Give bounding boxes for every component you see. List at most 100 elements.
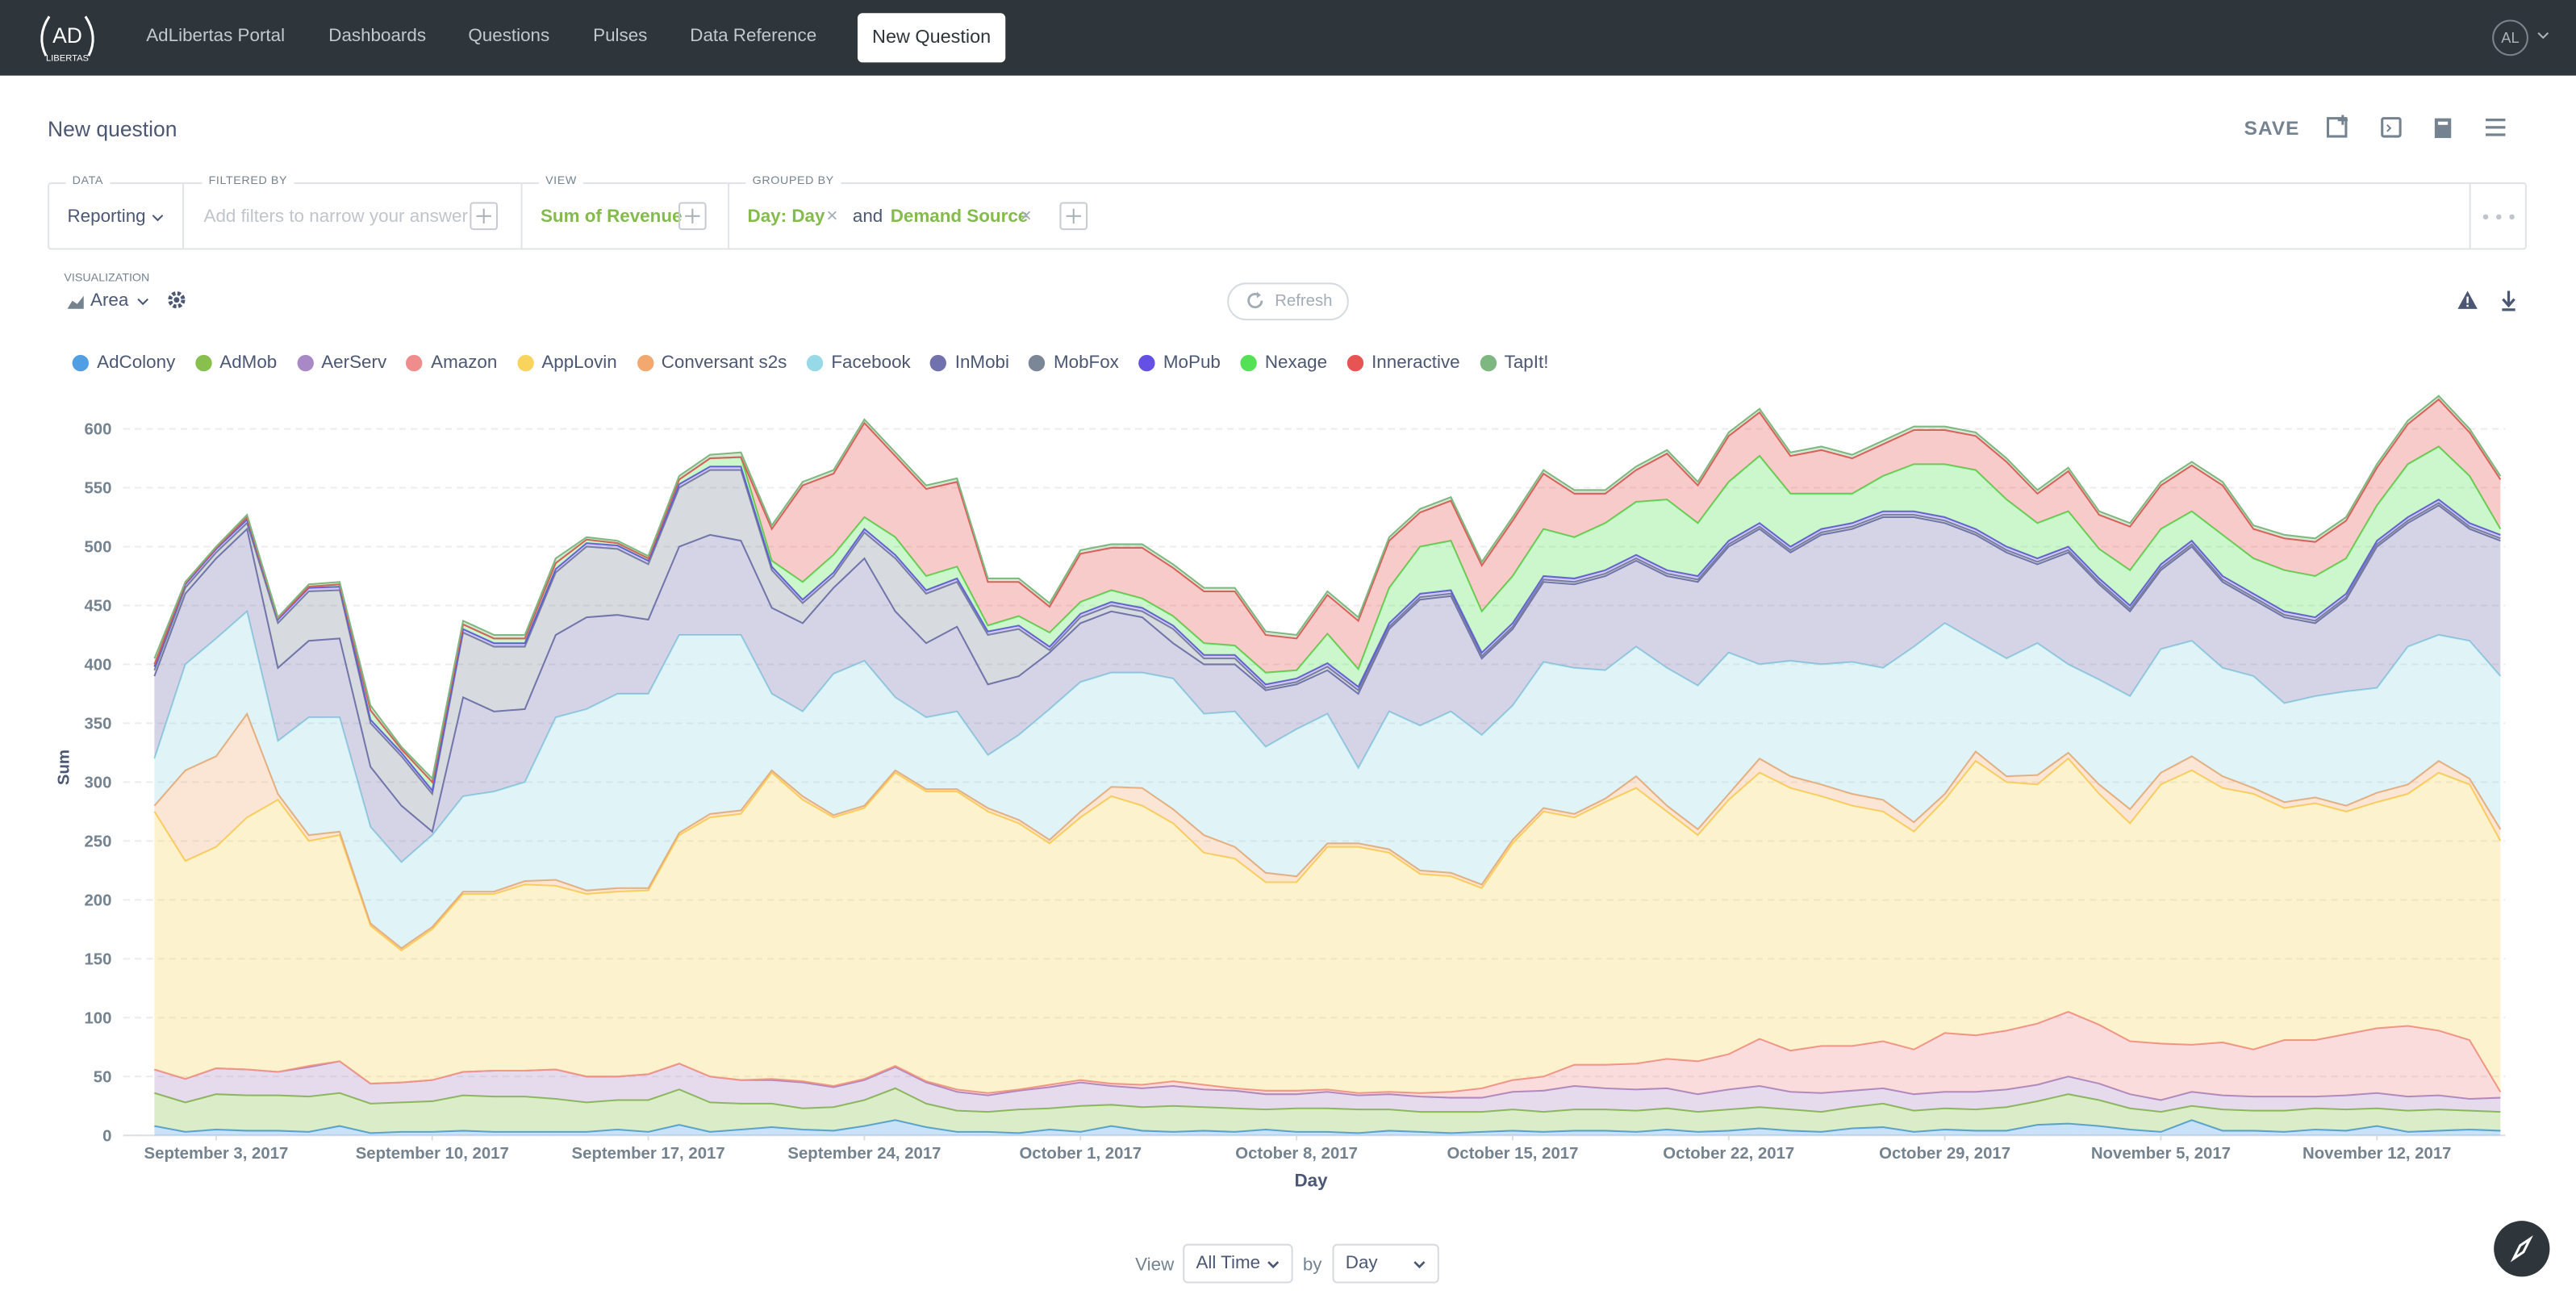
legend-item: Conversant s2s (637, 353, 787, 373)
header-icons (2326, 115, 2506, 139)
data-source[interactable]: Reporting (67, 207, 146, 228)
y-tick-label: 250 (84, 833, 111, 851)
x-tick-label: November 12, 2017 (2303, 1145, 2451, 1163)
y-tick-label: 600 (84, 421, 111, 439)
legend-label: AerServ (321, 353, 387, 374)
settings-icon[interactable] (166, 289, 187, 310)
area (154, 1088, 2501, 1134)
legend-swatch (406, 354, 423, 372)
area (154, 758, 2501, 1093)
legend-label: Facebook (831, 353, 911, 374)
y-tick-label: 200 (84, 892, 111, 909)
legend-label: MobFox (1053, 353, 1119, 374)
add-grouping[interactable] (1059, 202, 1088, 231)
more-icon[interactable] (2481, 212, 2517, 222)
download-icon[interactable] (2502, 290, 2515, 311)
legend-label: TapIt! (1504, 353, 1549, 374)
legend-item: AppLovin (516, 353, 617, 373)
nav-link[interactable]: Data Reference (690, 26, 817, 47)
x-tick-label: September 3, 2017 (144, 1145, 289, 1163)
x-tick-label: October 29, 2017 (1879, 1145, 2010, 1163)
select-value: All Time (1196, 1253, 1261, 1274)
remove-icon[interactable]: × (1020, 203, 1032, 228)
legend-item: Amazon (406, 353, 498, 374)
area-line (153, 712, 2502, 950)
area-line (153, 395, 2502, 781)
section-label: DATA (65, 175, 111, 188)
chevron (152, 215, 164, 222)
visualization-type[interactable]: Area (90, 290, 129, 311)
legend-label: MoPub (1163, 353, 1221, 374)
y-tick-label: 550 (84, 480, 111, 498)
area-line (154, 1087, 2501, 1113)
legend-swatch (72, 354, 89, 372)
explore-button[interactable] (2492, 1219, 2551, 1278)
nav-link[interactable]: Dashboards (328, 26, 427, 47)
legend-item: Facebook (806, 353, 911, 374)
chart-actions (2457, 290, 2515, 311)
query-builder (48, 182, 2527, 250)
add-filter[interactable] (470, 202, 499, 231)
legend-label: Inneractive (1372, 353, 1460, 374)
x-tick-label: November 5, 2017 (2091, 1145, 2231, 1163)
y-tick-label: 400 (84, 657, 111, 674)
select-value: Day (1345, 1253, 1378, 1274)
legend-label: Amazon (431, 353, 498, 374)
chevron (1413, 1261, 1426, 1269)
legend-label: AdMob (219, 353, 278, 374)
footer-label: by (1302, 1255, 1322, 1276)
group-by[interactable]: Demand Source (890, 207, 1029, 228)
legend-swatch (1138, 354, 1155, 372)
top-nav: AD LIBERTAS AdLibertas Portal Dashboards… (0, 0, 2576, 76)
legend-item: InMobi (930, 353, 1009, 373)
avatar-chevron (2537, 32, 2549, 40)
avatar[interactable]: AL (2492, 19, 2528, 56)
legend-label: Conversant s2s (661, 353, 787, 374)
refresh-icon (1247, 291, 1263, 309)
unit-select[interactable]: Day (1332, 1243, 1439, 1284)
legend-item: Inneractive (1346, 353, 1460, 374)
area-line (154, 1010, 2502, 1094)
area (154, 1061, 2501, 1113)
legend-item: AdColony (72, 353, 176, 374)
x-tick-label: October 8, 2017 (1235, 1145, 1358, 1163)
legend-item: AerServ (296, 353, 387, 374)
legend-item: AdMob (194, 353, 278, 374)
add-metric[interactable] (678, 202, 707, 231)
nav-link[interactable]: AdLibertas Portal (146, 26, 286, 47)
x-tick-label: September 24, 2017 (787, 1145, 941, 1163)
divider (728, 182, 730, 250)
x-tick-label: October 22, 2017 (1663, 1145, 1794, 1163)
group-by[interactable]: Day: Day (747, 207, 825, 228)
nav-link[interactable]: Pulses (593, 26, 648, 47)
nav-link[interactable]: Questions (468, 26, 550, 47)
legend-swatch (194, 354, 212, 372)
legend-swatch (1029, 354, 1046, 372)
legend-swatch (806, 354, 824, 372)
save-button[interactable]: SAVE (2244, 116, 2300, 140)
view-metric[interactable]: Sum of Revenue (540, 207, 683, 228)
time-select[interactable]: All Time (1183, 1243, 1293, 1284)
x-tick-label: October 15, 2017 (1447, 1145, 1578, 1163)
filter-placeholder[interactable]: Add filters to narrow your answer (203, 207, 468, 228)
menu-icon[interactable] (2485, 119, 2506, 136)
refresh-button[interactable]: Refresh (1227, 282, 1349, 321)
y-tick-label: 450 (84, 598, 111, 616)
legend-item: MoPub (1138, 353, 1221, 373)
embed-icon[interactable] (2381, 117, 2402, 138)
add-to-dashboard-icon[interactable] (2326, 115, 2348, 138)
legend: AdColony AdMob AerServ Amazon AppLovin Conver… (72, 353, 1549, 374)
y-tick-label: 100 (84, 1009, 111, 1027)
legend-label: AdColony (97, 353, 176, 374)
y-tick-label: 150 (84, 950, 111, 968)
chevron (1267, 1261, 1280, 1269)
reference-icon[interactable] (2434, 118, 2452, 139)
remove-icon[interactable]: × (826, 203, 838, 228)
warning-icon[interactable] (2457, 290, 2478, 309)
legend-swatch (637, 354, 653, 372)
group-joiner: and (852, 207, 883, 228)
new-question-button[interactable]: New Question (857, 13, 1006, 63)
legend-item: MobFox (1029, 353, 1119, 374)
area (154, 1120, 2501, 1136)
area-line (153, 757, 2502, 952)
